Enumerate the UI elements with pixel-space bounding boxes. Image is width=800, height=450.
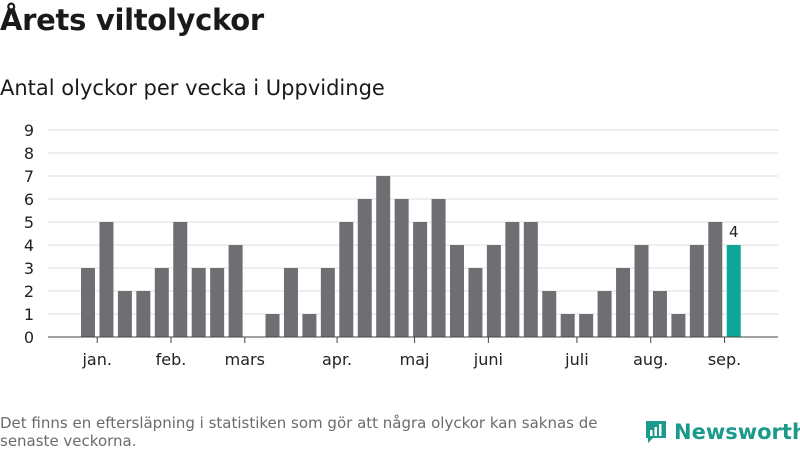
- chart-subtitle: Antal olyckor per vecka i Uppvidinge: [0, 76, 385, 100]
- bar: [265, 314, 280, 337]
- bar: [671, 314, 686, 337]
- y-tick-label: 2: [24, 282, 34, 301]
- x-tick-label: feb.: [156, 350, 187, 369]
- bar-chart-logo-icon: [646, 421, 666, 443]
- bar: [505, 222, 520, 337]
- bar: [99, 222, 114, 337]
- bar: [154, 268, 169, 337]
- brand-name: Newsworthy: [674, 420, 800, 444]
- bar: [283, 268, 298, 337]
- data-label: 4: [729, 223, 739, 241]
- bar: [431, 199, 446, 337]
- bar: [597, 291, 612, 337]
- bar: [708, 222, 723, 337]
- y-tick-label: 6: [24, 190, 34, 209]
- bar: [339, 222, 354, 337]
- y-tick-label: 9: [24, 121, 34, 140]
- y-tick-label: 3: [24, 259, 34, 278]
- bar: [376, 176, 391, 337]
- y-tick-label: 4: [24, 236, 34, 255]
- bar: [542, 291, 557, 337]
- bar: [173, 222, 188, 337]
- bar: [81, 268, 95, 337]
- bar: [486, 245, 501, 337]
- bar: [560, 314, 575, 337]
- bar-chart: 0 1 2 3 4 5 6 7 8 9 4 jan. feb. mars apr. maj juni juli au…: [24, 121, 778, 369]
- bar: [652, 291, 667, 337]
- bar: [523, 222, 538, 337]
- y-tick-label: 7: [24, 167, 34, 186]
- bar: [302, 314, 317, 337]
- x-tick-label: juli: [564, 350, 588, 369]
- bar: [191, 268, 206, 337]
- y-tick-label: 0: [24, 328, 34, 347]
- bar: [468, 268, 483, 337]
- bar: [579, 314, 594, 337]
- x-tick-label: mars: [225, 350, 265, 369]
- bar: [689, 245, 704, 337]
- x-tick-label: jan.: [81, 350, 111, 369]
- bar: [210, 268, 225, 337]
- bar: [634, 245, 649, 337]
- bar: [357, 199, 372, 337]
- x-tick-label: juni: [473, 350, 503, 369]
- bar: [320, 268, 335, 337]
- bar: [413, 222, 428, 337]
- bar: [450, 245, 464, 337]
- bar: [616, 268, 631, 337]
- bar: [394, 199, 409, 337]
- x-tick-label: sep.: [708, 350, 741, 369]
- x-tick-label: apr.: [322, 350, 352, 369]
- bar: [117, 291, 132, 337]
- y-tick-label: 1: [24, 305, 34, 324]
- y-tick-label: 8: [24, 144, 34, 163]
- x-tick-label: aug.: [633, 350, 668, 369]
- highlight-bar: [726, 245, 741, 337]
- bar: [228, 245, 243, 337]
- x-tick-label: maj: [400, 350, 430, 369]
- y-tick-label: 5: [24, 213, 34, 232]
- brand-logo[interactable]: Newsworthy: [644, 419, 800, 445]
- footnote: Det finns en eftersläpning i statistiken…: [0, 414, 598, 450]
- bar: [136, 291, 151, 337]
- chart-title: Årets viltolyckor: [0, 3, 264, 37]
